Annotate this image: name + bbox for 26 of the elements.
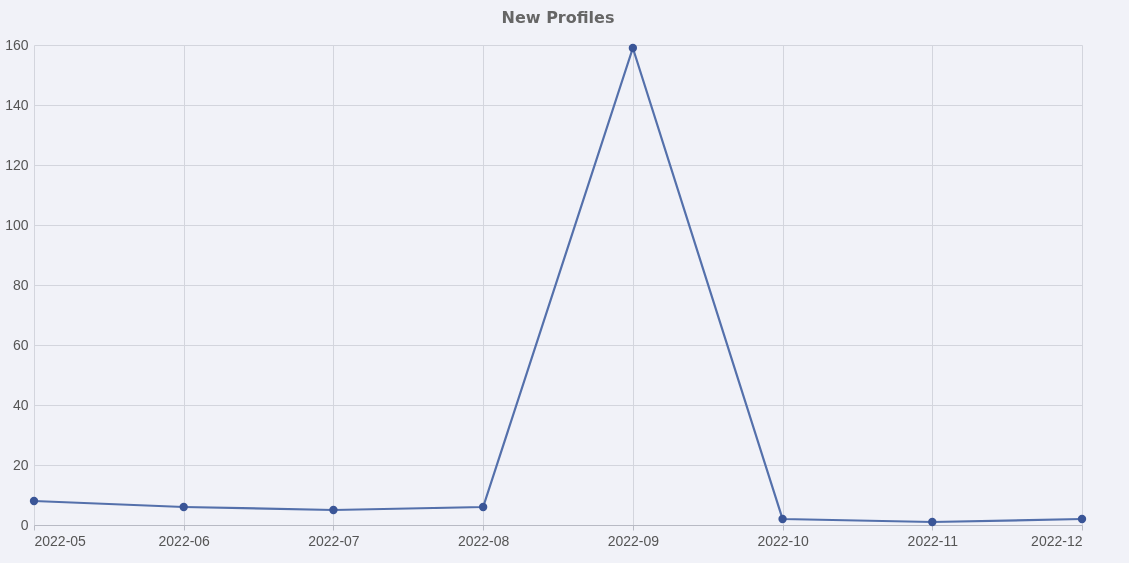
point [179, 502, 188, 512]
y-tick-label: 20 [12, 456, 29, 473]
point [778, 514, 787, 524]
x-tick-label: 2022-12 [1031, 532, 1083, 549]
x-tick-label: 2022-11 [907, 532, 959, 549]
y-tick-label: 40 [12, 396, 29, 413]
y-tick-label: 100 [5, 216, 29, 233]
point [29, 496, 39, 506]
point [928, 517, 937, 527]
x-tick-label: 2022-10 [757, 532, 809, 549]
y-tick-label: 120 [5, 156, 29, 173]
y-tick-label: 140 [5, 96, 29, 113]
chart-title: New Profiles [501, 8, 615, 27]
x-tick-label: 2022-08 [457, 532, 510, 549]
x-tick-label: 2022-07 [308, 532, 360, 549]
x-tick-label: 2022-09 [607, 532, 660, 549]
point [1077, 514, 1087, 524]
y-tick-label: 160 [5, 36, 29, 53]
x-tick-label: 2022-06 [158, 532, 211, 549]
y-tick-label: 80 [12, 276, 29, 293]
point [478, 502, 488, 512]
point [329, 505, 338, 515]
point [628, 43, 638, 53]
y-tick-label: 60 [12, 336, 29, 353]
y-tick-label: 0 [20, 516, 29, 533]
x-tick-label: 2022-05 [34, 532, 87, 549]
